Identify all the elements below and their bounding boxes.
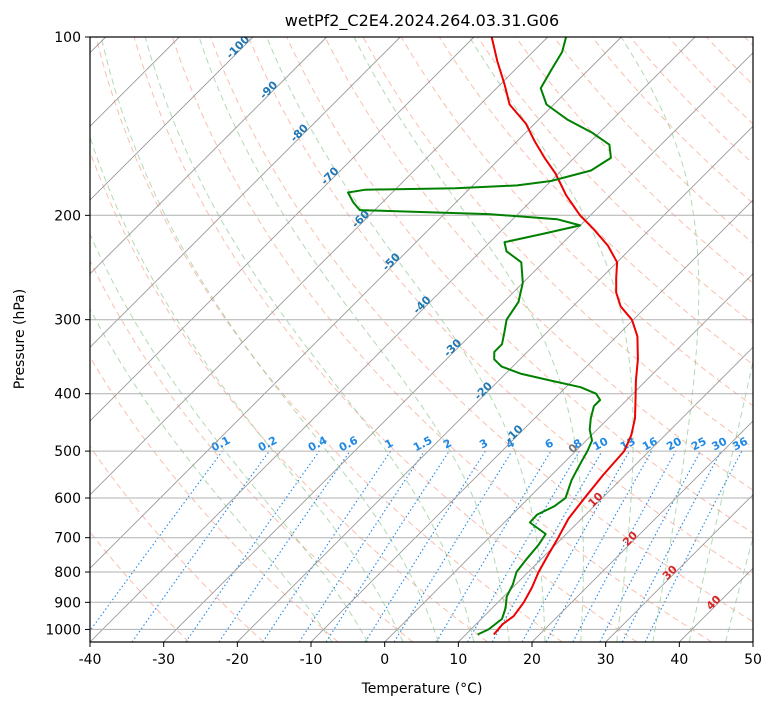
dry-adiabat	[90, 445, 264, 642]
x-tick-label: 10	[449, 652, 467, 668]
dry-adiabat	[90, 259, 414, 642]
moist-adiabat	[353, 37, 584, 642]
moist-adiabat	[620, 37, 700, 642]
dry-adiabat	[90, 150, 488, 642]
mixing-ratio-line	[644, 450, 743, 642]
isotherm	[605, 494, 753, 642]
isotherm	[90, 37, 549, 496]
moist-adiabat	[198, 37, 510, 642]
mixing-ratio-label: 20	[664, 435, 684, 454]
x-tick-label: 50	[744, 652, 762, 668]
dry-adiabat	[133, 37, 638, 642]
mixing-ratio-line	[393, 450, 513, 642]
moist-adiabat	[688, 358, 753, 642]
dry-adiabat	[171, 37, 712, 642]
x-tick-label: 0	[380, 652, 389, 668]
dewpoint-profile-line	[347, 37, 612, 636]
isotherm	[90, 37, 475, 422]
y-tick-label: 600	[54, 491, 81, 507]
isotherm	[163, 52, 753, 642]
mixing-ratio-line	[262, 450, 392, 642]
y-tick-label: 200	[54, 208, 81, 224]
dry-adiabat	[438, 37, 753, 366]
mixing-ratio-label: 10	[591, 435, 611, 454]
dry-adiabat	[400, 37, 753, 407]
isotherm	[457, 346, 753, 642]
moist-adiabat	[266, 37, 546, 642]
mixing-ratio-line	[521, 450, 630, 642]
isotherm	[90, 37, 328, 275]
mixing-ratio-label: 16	[640, 435, 660, 454]
dry-adiabat	[95, 37, 563, 642]
mixing-ratio-line	[90, 450, 223, 632]
plot-frame	[89, 36, 754, 643]
isotherm	[90, 37, 696, 642]
dry-adiabat	[362, 37, 753, 449]
moist-adiabat	[725, 536, 753, 642]
dry-adiabat	[553, 37, 753, 244]
mixing-ratio-line	[185, 450, 320, 642]
dry-adiabat	[476, 37, 753, 325]
x-tick-label: -30	[152, 652, 175, 668]
isotherm	[384, 273, 753, 642]
x-tick-label: 20	[523, 652, 541, 668]
mixing-ratio-line	[545, 450, 653, 642]
dry-adiabat	[591, 37, 753, 204]
temperature-profile-line	[490, 37, 639, 636]
isotherm	[90, 37, 622, 569]
mixing-ratio-line	[572, 450, 677, 642]
moist-adiabat	[144, 37, 475, 642]
x-tick-label: -10	[300, 652, 323, 668]
mixing-ratio-line	[325, 450, 450, 642]
moist-adiabat	[90, 135, 404, 642]
x-tick-label: 40	[670, 652, 688, 668]
dry-adiabat	[248, 37, 753, 578]
y-tick-label: 500	[54, 444, 81, 460]
isotherm	[236, 125, 753, 642]
isotherm	[90, 37, 254, 201]
x-tick-label: -20	[226, 652, 249, 668]
mixing-ratio-label: 25	[689, 435, 709, 454]
isotherm	[90, 37, 401, 348]
x-tick-label: -40	[79, 652, 102, 668]
moist-adiabat	[90, 232, 369, 642]
y-tick-label: 1000	[45, 622, 81, 638]
isotherm	[531, 420, 753, 642]
mixing-ratio-label: 30	[710, 435, 730, 454]
axes: -40 -30 -20 -10 0 10 20 30 40 50 1000 900 800 700 600 5…	[45, 30, 762, 668]
y-axis-label: Pressure (hPa)	[12, 289, 28, 389]
y-tick-label: 400	[54, 387, 81, 403]
x-axis-label: Temperature (°C)	[361, 681, 483, 697]
mixing-ratio-line	[218, 450, 351, 642]
y-tick-label: 900	[54, 595, 81, 611]
isotherm	[310, 199, 753, 642]
x-tick-label: 30	[597, 652, 615, 668]
y-tick-label: 300	[54, 313, 81, 329]
y-tick-label: 100	[54, 30, 81, 46]
chart-title: wetPf2_C2E4.2024.264.03.31.G06	[285, 11, 559, 31]
moist-adiabat	[90, 308, 333, 642]
y-tick-label: 800	[54, 565, 81, 581]
y-tick-label: 700	[54, 531, 81, 547]
moist-adiabat	[100, 37, 439, 642]
mixing-ratio-line	[298, 450, 425, 642]
mixing-ratio-line	[131, 450, 270, 642]
